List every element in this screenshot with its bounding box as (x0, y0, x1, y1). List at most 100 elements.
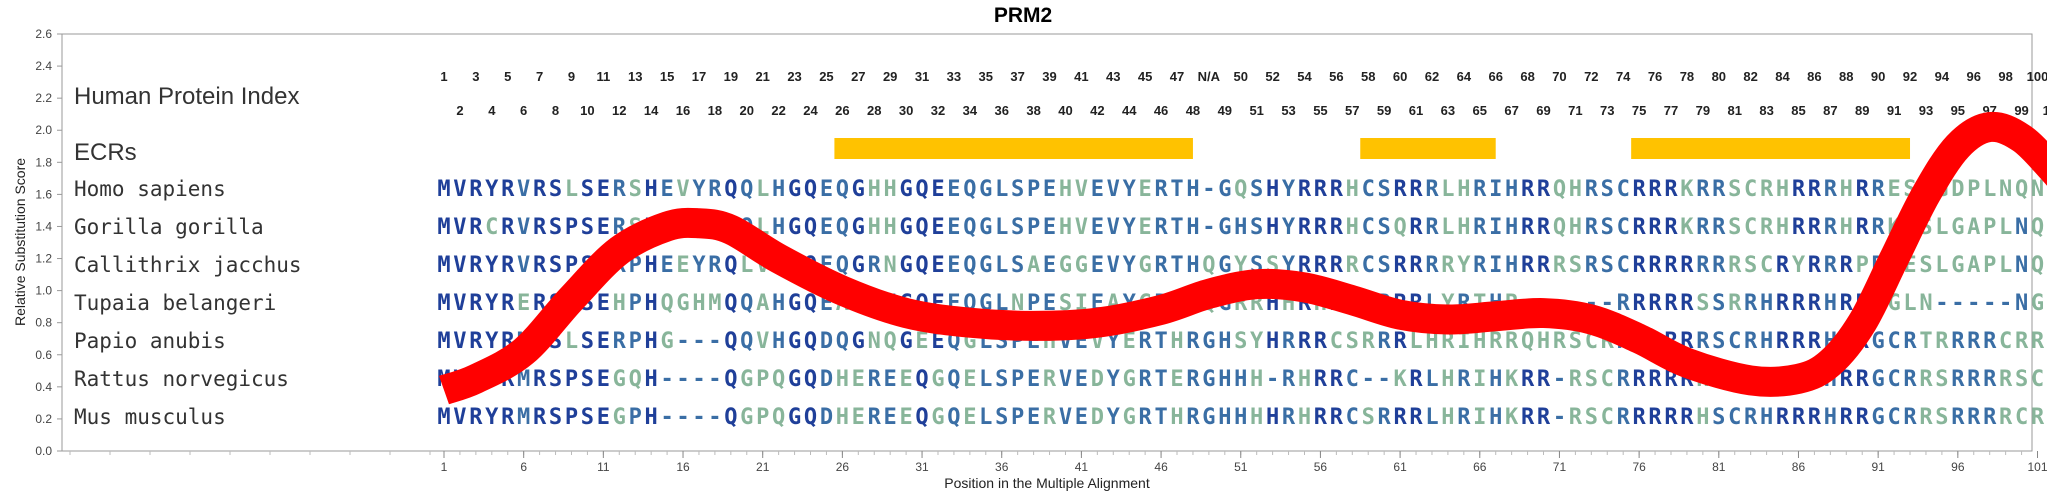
hpi-index: 25 (819, 69, 833, 84)
residue: M (708, 291, 721, 316)
residue: I (1473, 405, 1486, 430)
residue: R (1760, 215, 1774, 240)
residue: Q (804, 177, 817, 202)
residue: H (772, 177, 785, 202)
residue: R (1457, 405, 1471, 430)
residue: Q (724, 329, 737, 354)
residue: R (1409, 405, 1423, 430)
residue: - (1999, 291, 2012, 316)
hpi-index: 63 (1441, 103, 1455, 118)
residue: - (692, 405, 705, 430)
y-axis: 0.0 0.2 0.4 0.6 0.8 1.0 1.2 1.4 1.6 1.8 2.0 2.2 2.4 2… (35, 27, 62, 458)
residue: Q (740, 177, 753, 202)
substitution-curve-layer (439, 111, 2047, 405)
residue: S (2015, 367, 2028, 392)
hpi-index: 88 (1839, 69, 1853, 84)
residue: P (1027, 215, 1040, 240)
residue: H (1186, 253, 1199, 278)
residue: D (1091, 367, 1104, 392)
residue: H (1298, 405, 1311, 430)
residue: R (469, 291, 483, 316)
residue: Q (963, 177, 976, 202)
residue: V (453, 253, 466, 278)
residue: H (1266, 405, 1279, 430)
residue: Q (915, 253, 928, 278)
y-tick-label: 2.4 (35, 59, 52, 73)
residue: Q (947, 405, 960, 430)
species-label: Mus musculus (74, 405, 226, 429)
x-tick-label: 31 (915, 460, 929, 474)
residue: M (437, 329, 450, 354)
residue: H (1170, 329, 1183, 354)
residue: R (1856, 215, 1870, 240)
residue: H (1234, 367, 1247, 392)
residue: R (1728, 253, 1742, 278)
residue: S (1234, 329, 1247, 354)
hpi-index: 101 (2043, 103, 2047, 118)
residue: Q (836, 177, 849, 202)
residue: S (1585, 405, 1598, 430)
residue: V (1075, 215, 1088, 240)
species-label: Callithrix jacchus (74, 253, 302, 277)
residue: M (437, 291, 450, 316)
residue: R (1314, 215, 1328, 240)
residue: M (437, 405, 450, 430)
x-tick-label: 41 (1075, 460, 1089, 474)
residue: R (1633, 253, 1647, 278)
residue: Y (1457, 253, 1471, 278)
residue: H (1824, 405, 1837, 430)
residue: R (1808, 291, 1822, 316)
residue: R (469, 253, 483, 278)
x-tick-label: 1 (441, 460, 448, 474)
residue: S (1250, 215, 1263, 240)
residue: Q (740, 291, 753, 316)
residue: Q (2031, 253, 2044, 278)
residue: R (1473, 215, 1487, 240)
residue: E (1123, 329, 1136, 354)
residue: V (517, 215, 530, 240)
residue: R (1840, 367, 1854, 392)
residue: C (1330, 329, 1343, 354)
residue: - (1951, 291, 1964, 316)
residue: H (645, 291, 658, 316)
hpi-index: 60 (1393, 69, 1407, 84)
residue: H (1569, 177, 1582, 202)
residue: L (565, 177, 578, 202)
residue: V (517, 177, 530, 202)
residue: L (979, 405, 992, 430)
residue: K (1680, 177, 1694, 202)
hpi-index: 50 (1234, 69, 1248, 84)
x-tick-label: 96 (1951, 460, 1965, 474)
x-tick-label: 71 (1553, 460, 1567, 474)
hpi-index: 75 (1632, 103, 1646, 118)
hpi-index: 66 (1488, 69, 1502, 84)
hpi-index: 10 (580, 103, 594, 118)
residue: H (868, 215, 881, 240)
residue: H (1059, 177, 1072, 202)
residue: K (1680, 215, 1694, 240)
residue: R (1840, 405, 1854, 430)
ecr-label: ECRs (74, 139, 137, 166)
residue: H (645, 177, 658, 202)
residue: - (1378, 367, 1391, 392)
residue: R (1585, 177, 1599, 202)
residue: L (1935, 253, 1948, 278)
hpi-index: 21 (755, 69, 769, 84)
residue: - (692, 329, 705, 354)
residue: H (1824, 291, 1837, 316)
residue: H (1760, 291, 1773, 316)
residue: N (868, 329, 881, 354)
residue: R (1712, 215, 1726, 240)
residue: G (899, 329, 912, 354)
residue: R (1664, 215, 1678, 240)
residue: R (533, 215, 547, 240)
residue: E (931, 215, 944, 240)
residue: L (1425, 405, 1438, 430)
residue: G (2031, 291, 2044, 316)
hpi-index: 42 (1090, 103, 1104, 118)
residue: R (1776, 329, 1790, 354)
residue: M (517, 405, 530, 430)
hpi-index: 12 (612, 103, 626, 118)
residue: Q (1553, 177, 1566, 202)
residue: H (1059, 215, 1072, 240)
